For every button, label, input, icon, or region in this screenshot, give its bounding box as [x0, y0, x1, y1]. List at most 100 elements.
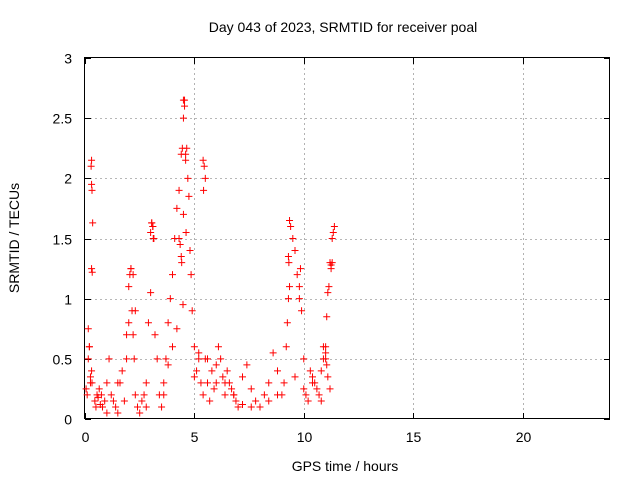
x-tick-label: 5 [191, 429, 199, 445]
data-point [103, 379, 111, 387]
data-point [317, 397, 325, 405]
data-point [88, 156, 96, 164]
plot-frame [84, 57, 610, 419]
data-point [87, 162, 95, 170]
data-point [88, 268, 96, 276]
data-point [183, 144, 191, 152]
data-point [296, 265, 304, 273]
data-point [164, 319, 172, 327]
data-point [92, 403, 100, 411]
data-point [181, 102, 189, 110]
data-point [153, 355, 161, 363]
data-point [151, 331, 159, 339]
data-point [324, 289, 332, 297]
data-point [176, 241, 184, 249]
x-tick-label: 15 [406, 429, 422, 445]
data-point [199, 156, 207, 164]
data-point [200, 186, 208, 194]
data-point [322, 349, 330, 357]
data-point [221, 379, 229, 387]
data-point [315, 391, 323, 399]
data-point [99, 403, 106, 411]
data-point [300, 355, 308, 363]
data-point [325, 283, 333, 291]
data-point [131, 307, 139, 315]
data-point [95, 385, 103, 393]
data-point [280, 379, 288, 387]
x-tick-label: 20 [516, 429, 532, 445]
data-point [97, 391, 105, 399]
data-point [313, 385, 321, 393]
data-point [107, 391, 115, 399]
data-point [149, 222, 157, 230]
data-point [324, 373, 332, 381]
y-tick-label: 2 [64, 171, 72, 187]
data-point [322, 355, 330, 363]
data-point [142, 379, 150, 387]
data-point [125, 283, 133, 291]
data-point [256, 403, 264, 411]
data-point [295, 283, 303, 291]
data-point [206, 397, 214, 405]
data-point [142, 403, 150, 411]
data-point [134, 403, 141, 411]
data-point [83, 391, 91, 399]
data-point [223, 367, 231, 375]
data-point [148, 219, 156, 227]
data-point [323, 361, 331, 369]
data-point [287, 222, 295, 230]
data-point [129, 271, 137, 279]
data-points [82, 96, 338, 417]
data-point [89, 219, 97, 227]
data-point [160, 379, 168, 387]
data-point [274, 391, 281, 399]
data-point [269, 349, 277, 357]
data-point [136, 409, 144, 417]
data-point [286, 216, 294, 224]
data-point [173, 325, 181, 333]
data-point [114, 379, 122, 387]
data-point [298, 307, 306, 315]
data-point [309, 373, 316, 381]
data-point [304, 397, 312, 405]
data-point [300, 385, 308, 393]
data-point [274, 367, 281, 375]
y-tick-label: 1.5 [53, 232, 73, 248]
data-point [147, 228, 155, 236]
data-point [208, 367, 216, 375]
data-point [88, 367, 96, 375]
data-point [201, 174, 209, 182]
data-point [127, 265, 135, 273]
data-point [265, 397, 273, 405]
data-point [130, 355, 138, 363]
data-point [306, 367, 314, 375]
data-point [179, 210, 187, 218]
data-point [91, 397, 99, 405]
data-point [178, 259, 186, 267]
data-point [239, 373, 246, 381]
data-point [204, 355, 211, 363]
data-point [291, 373, 299, 381]
data-point [232, 397, 240, 405]
data-point [214, 343, 222, 351]
data-point [282, 343, 290, 351]
data-point [329, 228, 337, 236]
data-point [197, 379, 205, 387]
data-point [88, 186, 96, 194]
data-point [328, 235, 336, 242]
data-point [105, 355, 113, 363]
x-axis-label: GPS time / hours [292, 458, 399, 474]
axis-ticks: 0 5 10 15 20 0 0.5 1 1.5 2 2.5 3 [53, 51, 610, 445]
data-point [188, 307, 196, 315]
data-point [212, 361, 220, 369]
data-point [85, 343, 93, 351]
data-point [195, 355, 203, 363]
data-point [182, 156, 190, 164]
y-tick-label: 0 [64, 412, 72, 428]
data-point [84, 325, 92, 333]
data-point [131, 391, 139, 399]
data-point [88, 379, 96, 387]
data-point [169, 271, 176, 279]
data-point [228, 385, 236, 393]
